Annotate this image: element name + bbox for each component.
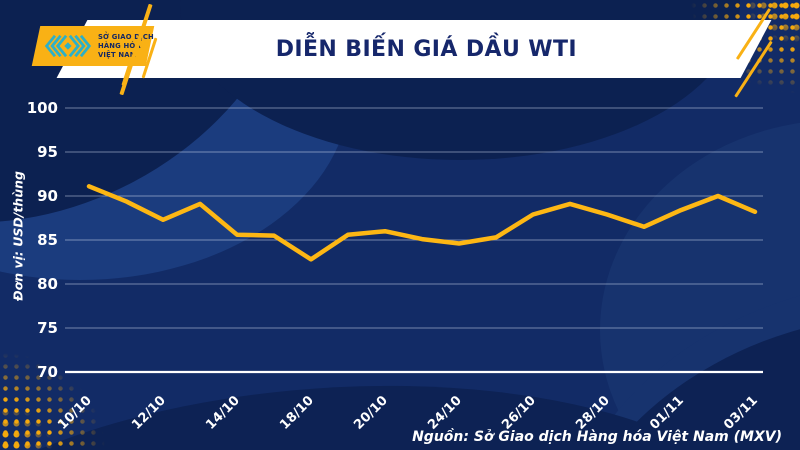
x-tick-label: 03/11 — [721, 393, 761, 433]
y-tick-label: 85 — [37, 231, 58, 249]
y-tick-label: 75 — [37, 319, 58, 337]
x-tick-label: 26/10 — [499, 393, 539, 433]
y-tick-label: 90 — [37, 187, 58, 205]
y-tick-label: 80 — [37, 275, 58, 293]
mxv-logo: SỞ GIAO DỊCH HÀNG HÓA VIỆT NAM — [31, 26, 155, 66]
y-tick-label: 70 — [37, 363, 58, 381]
source-caption: Nguồn: Sở Giao dịch Hàng hóa Việt Nam (M… — [412, 429, 782, 445]
x-tick-label: 20/10 — [351, 393, 391, 433]
price-line — [86, 184, 758, 262]
x-tick-label: 24/10 — [425, 393, 465, 433]
x-tick-label: 18/10 — [277, 393, 317, 433]
x-tick-label: 14/10 — [203, 393, 243, 433]
y-tick-label: 100 — [27, 99, 58, 117]
mxv-logo-inner: SỞ GIAO DỊCH HÀNG HÓA VIỆT NAM — [42, 33, 154, 59]
y-axis-unit-label: Đơn vị: USD/thùng — [10, 171, 26, 301]
mxv-chevron-icon — [44, 34, 92, 58]
x-tick-label: 01/11 — [647, 393, 687, 433]
x-tick-label: 12/10 — [129, 393, 169, 433]
y-tick-label: 95 — [37, 143, 58, 161]
x-tick-label: 10/10 — [55, 393, 95, 433]
x-tick-label: 28/10 — [573, 393, 613, 433]
halftone-dots-bottom-left-large — [0, 396, 62, 450]
